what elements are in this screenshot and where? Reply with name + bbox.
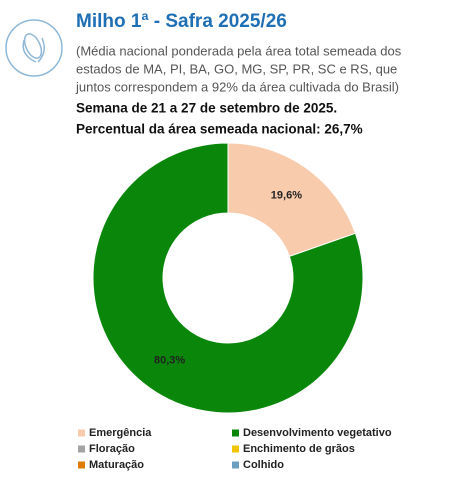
percent-note: Percentual da área semeada nacional: 26,… bbox=[76, 122, 363, 137]
week: Semana de 21 a 27 de setembro de 2025. bbox=[76, 101, 337, 116]
legend-swatch bbox=[78, 461, 85, 469]
legend-swatch bbox=[78, 445, 85, 453]
crop-icon bbox=[5, 19, 63, 77]
subtitle-line: estados de MA, PI, BA, GO, MG, SP, PR, S… bbox=[76, 61, 397, 76]
legend-swatch bbox=[78, 429, 85, 437]
legend-swatch bbox=[232, 461, 239, 469]
legend-label: Desenvolvimento vegetativo bbox=[243, 427, 392, 439]
donut-slice bbox=[227, 142, 356, 258]
legend-swatch bbox=[232, 445, 239, 453]
legend-label: Floração bbox=[89, 443, 135, 455]
data-label: 80,3% bbox=[154, 354, 185, 366]
subtitle-line: (Média nacional ponderada pela área tota… bbox=[76, 43, 402, 58]
title: Milho 1ª - Safra 2025/26 bbox=[76, 11, 287, 32]
legend-swatch bbox=[232, 429, 239, 437]
legend-label: Maturação bbox=[89, 459, 144, 471]
legend-label: Enchimento de grãos bbox=[243, 443, 355, 455]
legend-label: Colhido bbox=[243, 459, 284, 471]
subtitle-line: juntos correspondem a 92% da área cultiv… bbox=[75, 79, 399, 94]
donut-slice bbox=[92, 142, 364, 414]
data-label: 19,6% bbox=[271, 189, 302, 201]
legend-label: Emergência bbox=[89, 427, 152, 439]
